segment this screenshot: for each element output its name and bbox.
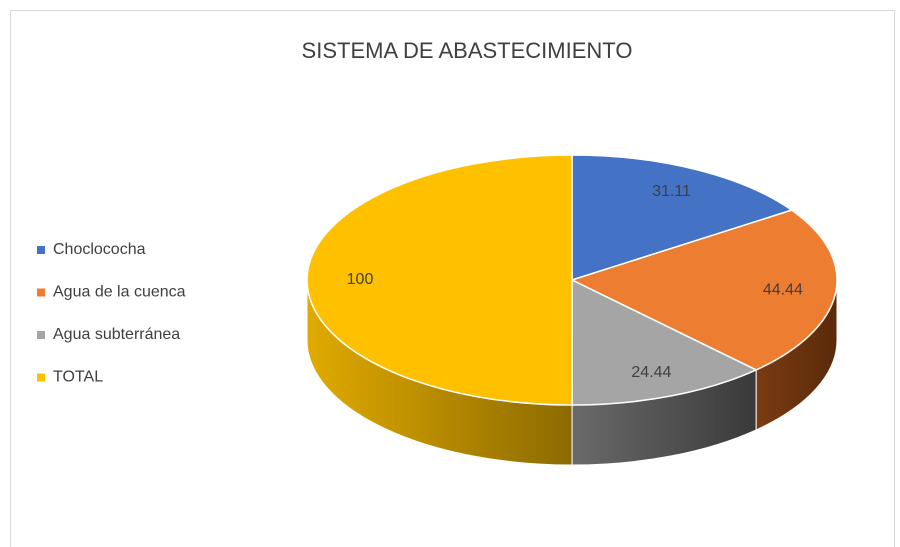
data-label: 24.44 bbox=[631, 364, 671, 381]
legend-label: Choclococha bbox=[53, 241, 146, 258]
legend-label: Agua subterránea bbox=[53, 326, 180, 343]
slice bbox=[306, 154, 573, 406]
legend-swatch bbox=[37, 373, 45, 382]
data-label: 31.11 bbox=[652, 183, 691, 200]
slice bbox=[571, 278, 758, 406]
legend-label: Agua de la cuenca bbox=[53, 284, 186, 301]
legend-label: TOTAL bbox=[53, 369, 103, 386]
legend-swatch bbox=[37, 246, 45, 254]
chart-title: SISTEMA DE ABASTECIMIENTO bbox=[302, 38, 633, 63]
legend-swatch bbox=[37, 288, 45, 297]
data-label: 100 bbox=[347, 271, 374, 288]
legend-swatch bbox=[37, 331, 45, 339]
slice bbox=[571, 154, 794, 282]
slice bbox=[569, 209, 838, 371]
data-label: 44.44 bbox=[763, 282, 803, 299]
chart-border bbox=[10, 10, 895, 547]
